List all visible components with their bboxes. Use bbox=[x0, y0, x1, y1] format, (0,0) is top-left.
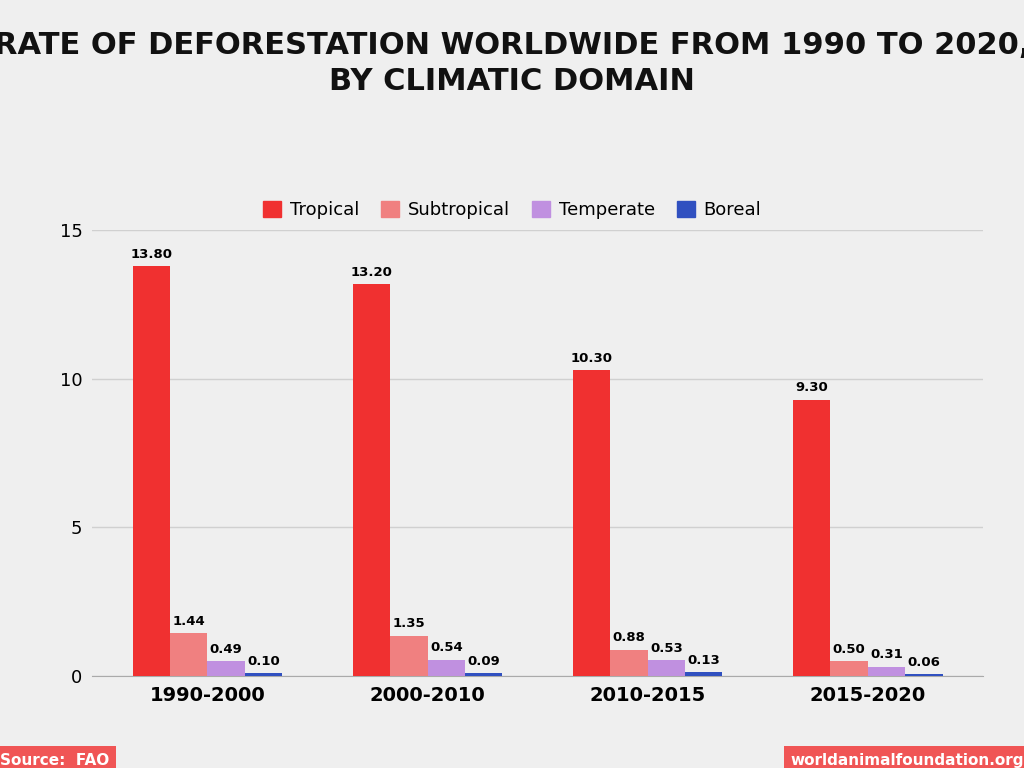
Text: 0.10: 0.10 bbox=[247, 654, 280, 667]
Text: 0.06: 0.06 bbox=[907, 656, 940, 669]
Text: 9.30: 9.30 bbox=[796, 382, 828, 394]
Bar bbox=[867, 667, 905, 676]
Bar bbox=[830, 661, 867, 676]
Bar bbox=[133, 266, 170, 676]
Bar bbox=[685, 672, 723, 676]
Text: 0.13: 0.13 bbox=[687, 654, 720, 667]
Bar bbox=[647, 660, 685, 676]
Text: 13.80: 13.80 bbox=[130, 248, 172, 260]
Bar bbox=[170, 633, 208, 676]
Text: 0.53: 0.53 bbox=[650, 642, 683, 655]
Text: 0.49: 0.49 bbox=[210, 643, 243, 656]
Text: Source:  FAO: Source: FAO bbox=[0, 753, 110, 768]
Text: 0.54: 0.54 bbox=[430, 641, 463, 654]
Bar bbox=[610, 650, 647, 676]
Text: 1.35: 1.35 bbox=[392, 617, 425, 631]
Bar bbox=[572, 370, 610, 676]
Legend: Tropical, Subtropical, Temperate, Boreal: Tropical, Subtropical, Temperate, Boreal bbox=[255, 194, 769, 226]
Text: 0.50: 0.50 bbox=[833, 643, 865, 656]
Text: 0.09: 0.09 bbox=[467, 655, 500, 668]
Text: 0.31: 0.31 bbox=[870, 648, 903, 661]
Text: 13.20: 13.20 bbox=[350, 266, 392, 279]
Bar bbox=[793, 399, 830, 676]
Bar bbox=[465, 674, 503, 676]
Bar bbox=[428, 660, 465, 676]
Bar bbox=[245, 673, 283, 676]
Text: 1.44: 1.44 bbox=[172, 614, 205, 627]
Bar bbox=[905, 674, 942, 676]
Text: 10.30: 10.30 bbox=[570, 352, 612, 365]
Bar bbox=[208, 661, 245, 676]
Text: worldanimalfoundation.org: worldanimalfoundation.org bbox=[791, 753, 1024, 768]
Text: RATE OF DEFORESTATION WORLDWIDE FROM 1990 TO 2020,
BY CLIMATIC DOMAIN: RATE OF DEFORESTATION WORLDWIDE FROM 199… bbox=[0, 31, 1024, 96]
Text: 0.88: 0.88 bbox=[612, 631, 645, 644]
Bar bbox=[390, 636, 428, 676]
Bar bbox=[352, 284, 390, 676]
